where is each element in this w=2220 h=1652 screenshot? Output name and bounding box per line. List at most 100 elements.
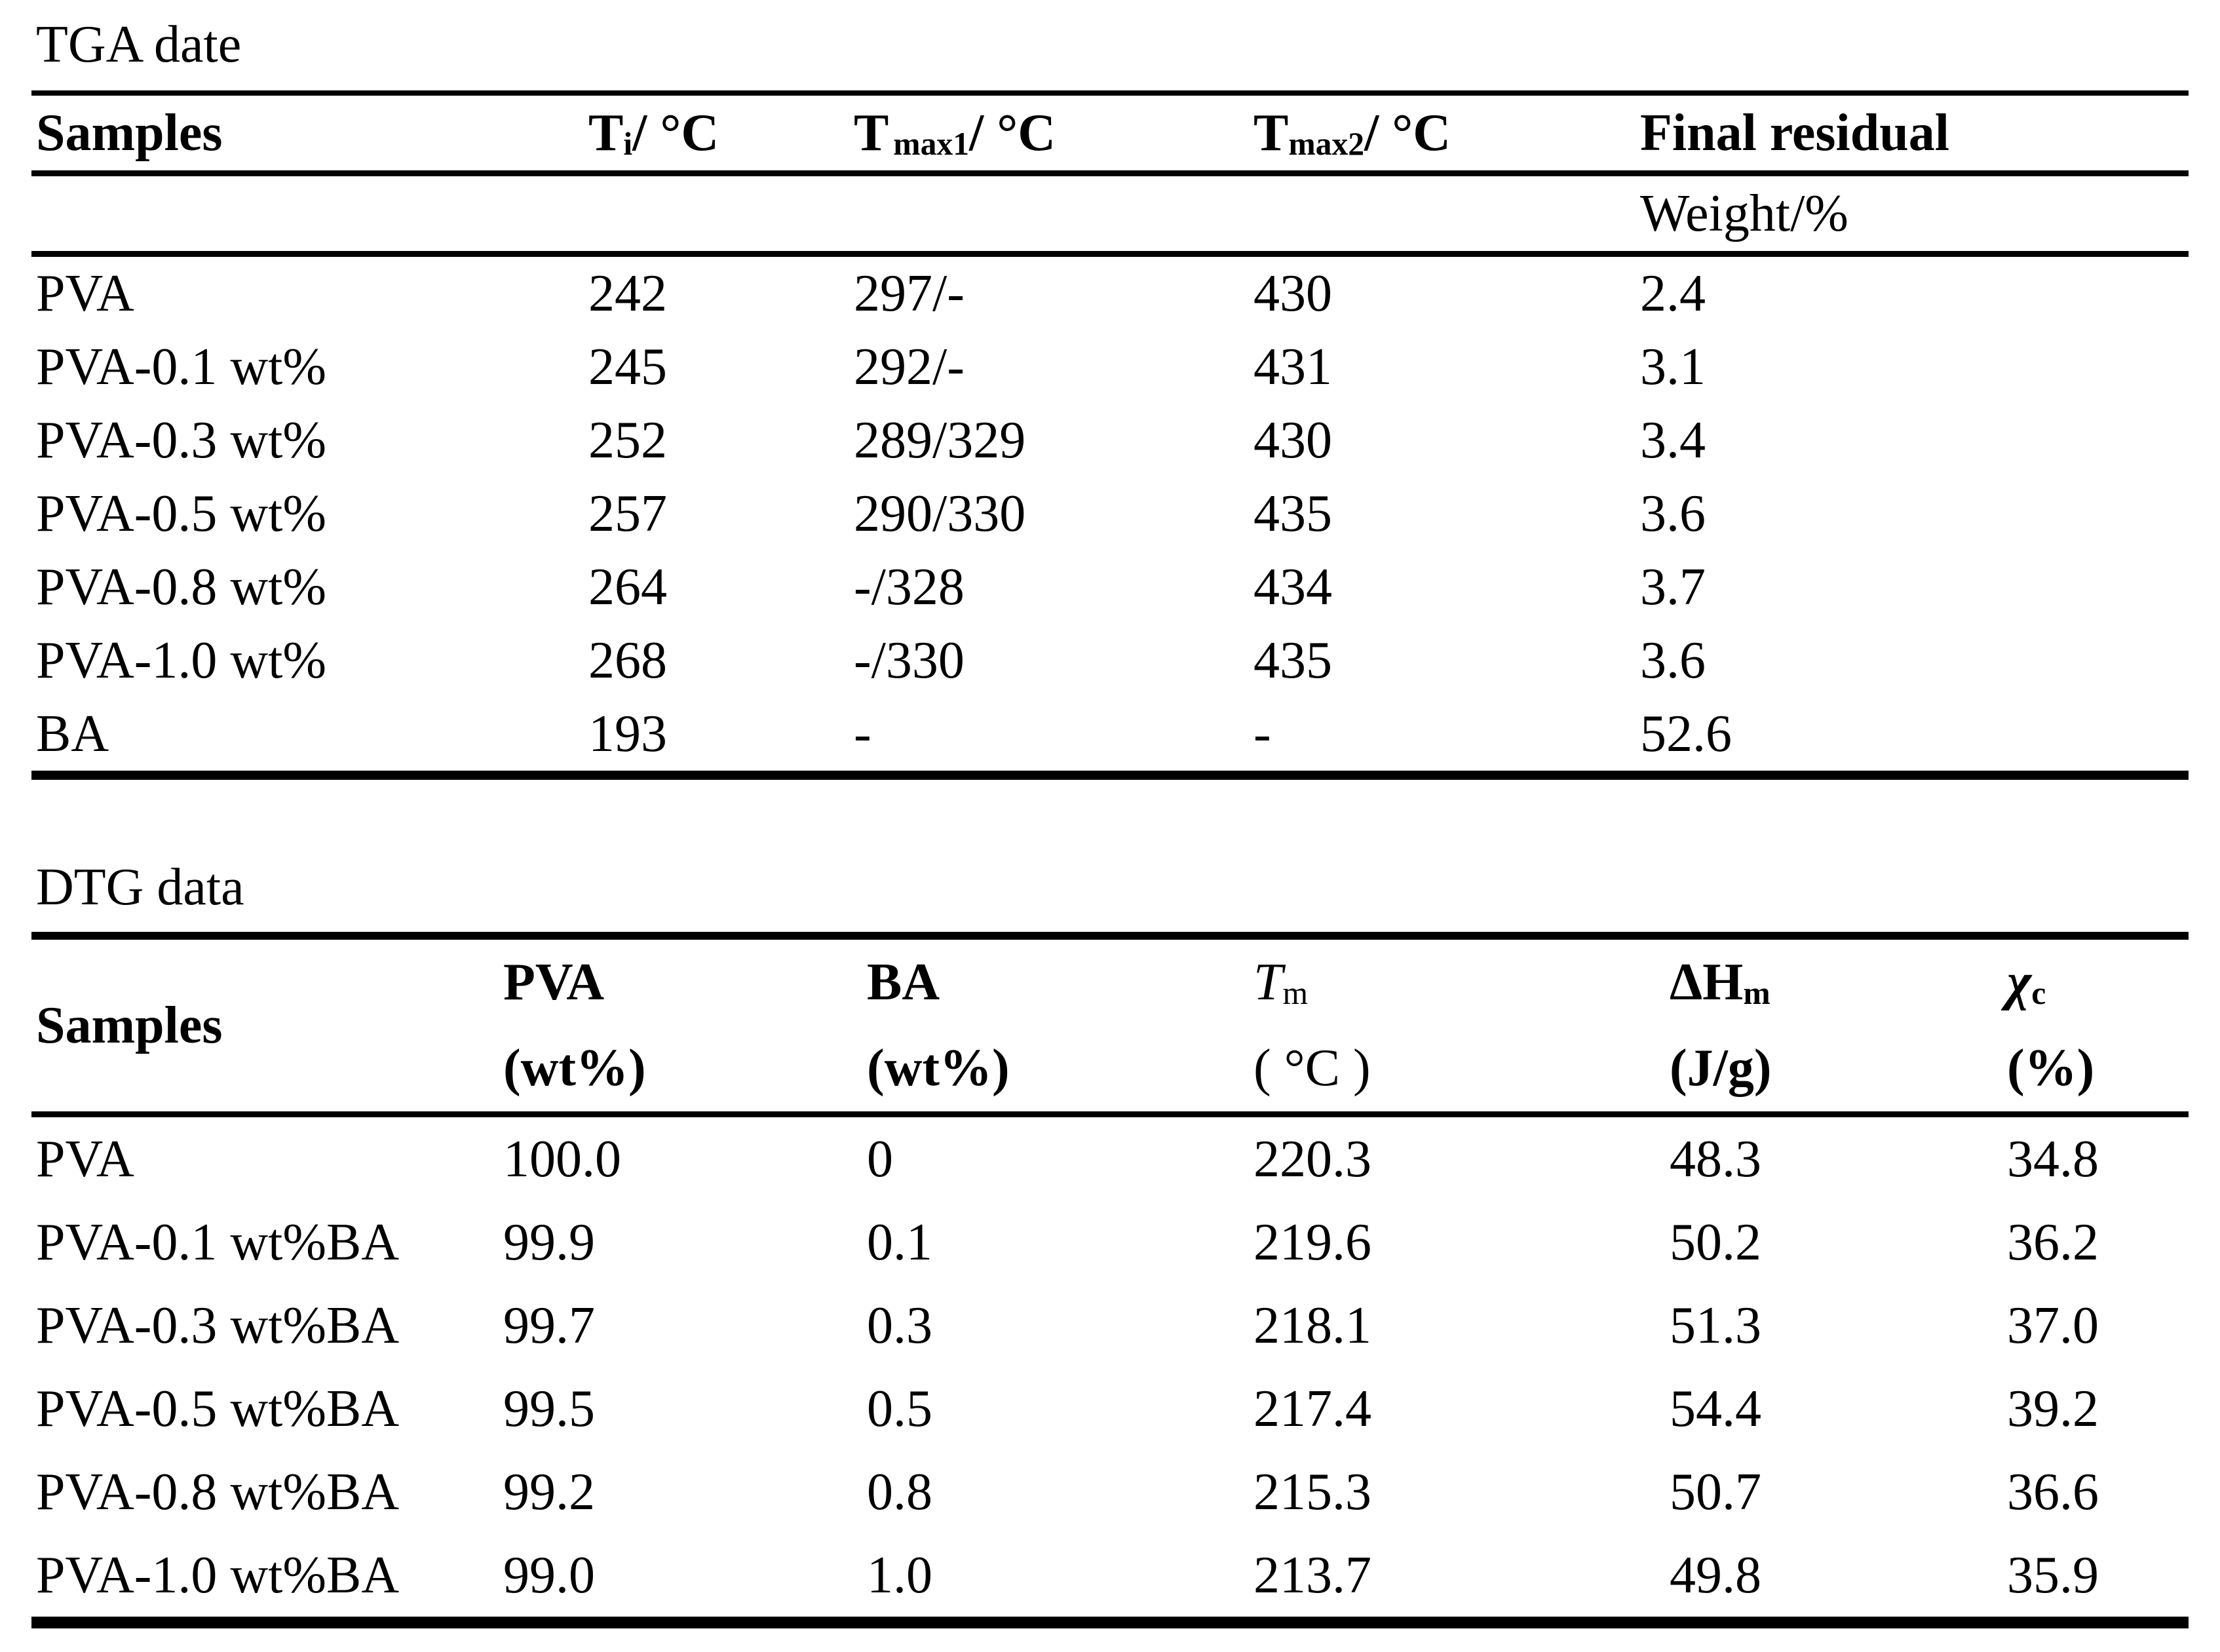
table-row: PVA-0.1 wt% 245 292/- 431 3.1 (31, 330, 2189, 404)
cell-tmax2: 435 (1254, 632, 1332, 689)
xc-subscript: c (2031, 974, 2046, 1011)
cell-tmax1: 289/329 (854, 412, 1026, 469)
cell-residual: 3.7 (1640, 558, 1706, 616)
tmax2-subscript: max2 (1288, 125, 1365, 162)
tm-symbol: T (1254, 953, 1283, 1011)
cell-tmax1: 297/- (854, 265, 965, 322)
cell-tmax1: - (854, 705, 871, 763)
cell-sample: PVA-0.3 wt%BA (36, 1296, 400, 1354)
cell-xc: 36.6 (2007, 1463, 2099, 1521)
table-row: PVA-1.0 wt% 268 -/330 435 3.6 (31, 624, 2189, 697)
tmax1-unit: / °C (969, 104, 1056, 162)
empty-cell (31, 174, 588, 254)
cell-dhm: 48.3 (1670, 1130, 1761, 1188)
tm-unit: ( °C ) (1254, 1039, 1371, 1097)
table-row: PVA 242 297/- 430 2.4 (31, 254, 2189, 331)
tga-subheader-row: Weight/% (31, 174, 2189, 254)
cell-tm: 218.1 (1254, 1296, 1371, 1354)
chi-symbol: χ (2007, 953, 2032, 1011)
cell-ba-wt: 1.0 (867, 1546, 932, 1604)
cell-residual: 3.4 (1640, 412, 1706, 469)
cell-pva-wt: 99.9 (503, 1213, 595, 1271)
cell-ti: 242 (588, 265, 667, 322)
dtg-header-ba: BA (wt%) (867, 936, 1254, 1115)
cell-tmax1: 292/- (854, 338, 965, 396)
ba-unit: (wt%) (867, 1039, 1010, 1097)
tm-subscript: m (1282, 974, 1309, 1011)
cell-ba-wt: 0.3 (867, 1296, 932, 1354)
cell-ba-wt: 0.5 (867, 1379, 932, 1438)
tga-header-samples: Samples (36, 104, 223, 162)
cell-dhm: 51.3 (1670, 1296, 1761, 1354)
cell-pva-wt: 99.2 (503, 1463, 595, 1521)
table-row: BA 193 - - 52.6 (31, 697, 2189, 775)
dhm-label: ΔHm (1670, 940, 2007, 1026)
empty-cell (588, 174, 854, 254)
cell-residual: 52.6 (1640, 705, 1732, 763)
cell-sample: PVA-0.5 wt%BA (36, 1379, 400, 1438)
cell-tm: 220.3 (1254, 1130, 1371, 1188)
cell-pva-wt: 99.0 (503, 1546, 595, 1604)
cell-xc: 35.9 (2007, 1546, 2099, 1604)
ti-unit: / °C (632, 104, 719, 162)
cell-dhm: 50.7 (1670, 1463, 1761, 1521)
cell-ti: 257 (588, 485, 667, 543)
xc-label: χc (2007, 940, 2189, 1026)
table-row: PVA-0.8 wt%BA 99.2 0.8 215.3 50.7 36.6 (31, 1450, 2189, 1533)
cell-sample: PVA (36, 265, 134, 322)
tmax1-subscript: max1 (893, 125, 969, 162)
cell-tm: 217.4 (1254, 1379, 1371, 1438)
cell-sample: BA (36, 705, 109, 763)
tga-table-title: TGA date (36, 16, 242, 73)
pva-unit: (wt%) (503, 1039, 646, 1097)
tmax2-symbol: T (1254, 104, 1289, 162)
cell-dhm: 49.8 (1670, 1546, 1761, 1604)
table-row: PVA 100.0 0 220.3 48.3 34.8 (31, 1115, 2189, 1201)
cell-xc: 39.2 (2007, 1379, 2099, 1438)
cell-ti: 193 (588, 705, 667, 763)
cell-tmax2: 430 (1254, 265, 1332, 322)
tm-label: Tm (1254, 940, 1670, 1026)
cell-xc: 37.0 (2007, 1296, 2099, 1354)
ti-subscript: i (623, 125, 633, 162)
cell-xc: 34.8 (2007, 1130, 2099, 1188)
table-row: PVA-0.5 wt%BA 99.5 0.5 217.4 54.4 39.2 (31, 1367, 2189, 1450)
dhm-symbol: ΔH (1670, 953, 1744, 1011)
table-row: PVA-0.5 wt% 257 290/330 435 3.6 (31, 477, 2189, 550)
cell-residual: 3.6 (1640, 632, 1706, 689)
empty-cell (854, 174, 1254, 254)
cell-xc: 36.2 (2007, 1213, 2099, 1271)
xc-unit: (%) (2007, 1039, 2095, 1097)
cell-pva-wt: 99.5 (503, 1379, 595, 1438)
cell-tmax2: 435 (1254, 485, 1332, 543)
tga-header-ti: Ti/ °C (588, 93, 854, 174)
cell-ti: 252 (588, 412, 667, 469)
cell-sample: PVA-1.0 wt%BA (36, 1546, 400, 1604)
cell-sample: PVA-0.8 wt%BA (36, 1463, 400, 1521)
cell-tm: 213.7 (1254, 1546, 1371, 1604)
cell-sample: PVA-0.8 wt% (36, 558, 327, 616)
table-row: PVA-0.8 wt% 264 -/328 434 3.7 (31, 550, 2189, 624)
cell-sample: PVA-0.1 wt%BA (36, 1213, 400, 1271)
dtg-header-pva: PVA (wt%) (503, 936, 867, 1115)
cell-pva-wt: 100.0 (503, 1130, 621, 1188)
cell-ti: 268 (588, 632, 667, 689)
dtg-header-dhm: ΔHm (J/g) (1670, 936, 2007, 1115)
cell-ti: 264 (588, 558, 667, 616)
cell-dhm: 54.4 (1670, 1379, 1761, 1438)
ba-label: BA (867, 953, 940, 1011)
ti-symbol: T (588, 104, 624, 162)
dhm-subscript: m (1743, 974, 1770, 1011)
cell-tm: 215.3 (1254, 1463, 1371, 1521)
cell-tmax1: -/328 (854, 558, 965, 616)
cell-tmax2: 430 (1254, 412, 1332, 469)
table-row: PVA-0.3 wt% 252 289/329 430 3.4 (31, 404, 2189, 477)
cell-sample: PVA-0.1 wt% (36, 338, 327, 396)
dhm-unit: (J/g) (1670, 1039, 1772, 1097)
cell-tmax1: -/330 (854, 632, 965, 689)
cell-tmax2: - (1254, 705, 1271, 763)
